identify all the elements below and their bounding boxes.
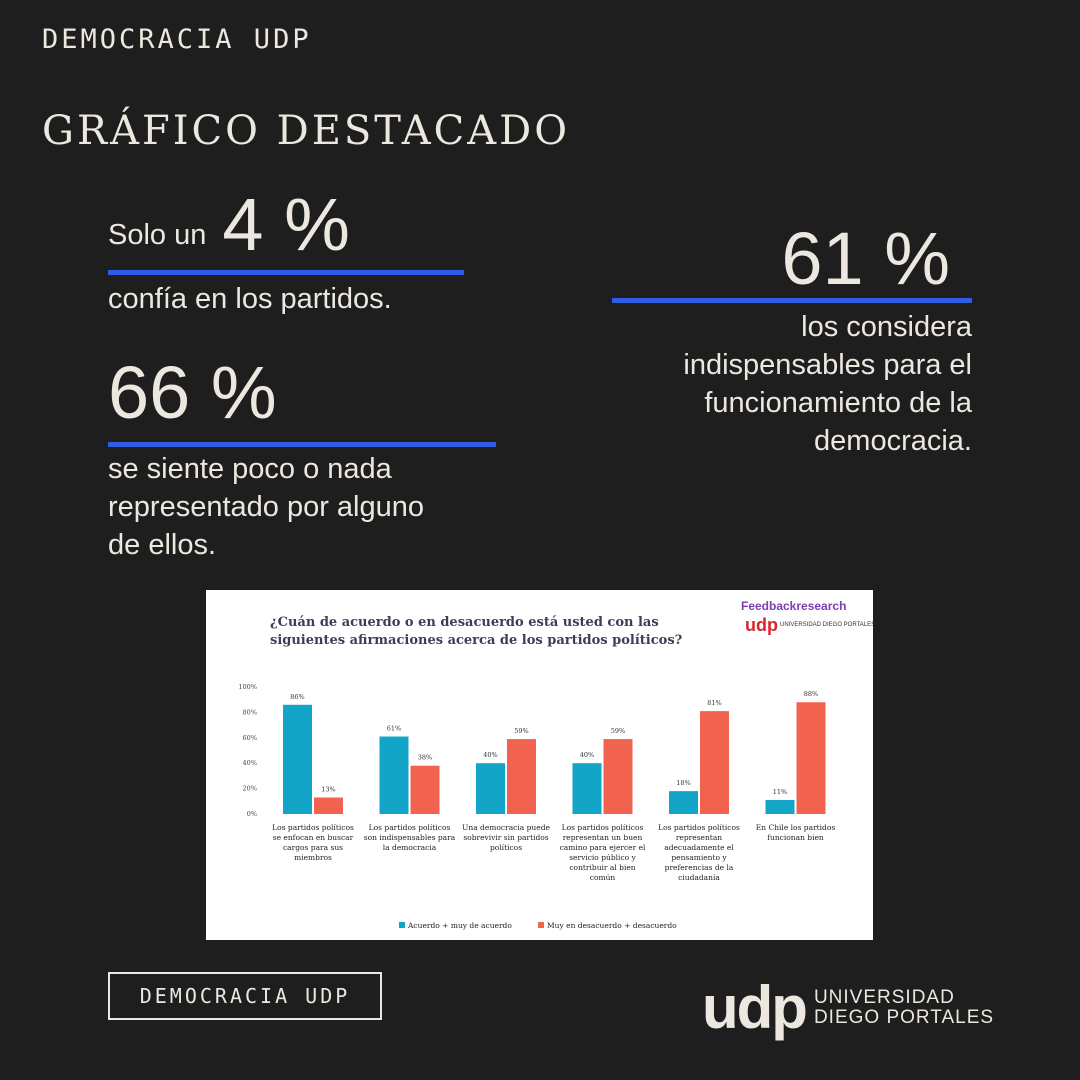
data-label: 40%: [483, 751, 497, 759]
stat-representation-line: se siente poco o nada: [108, 453, 392, 485]
bar-chart: ¿Cuán de acuerdo o en desacuerdo está us…: [238, 599, 873, 930]
stat-indispensable: 61 % los considera indispensables para e…: [612, 222, 972, 472]
udp-logo-name: UNIVERSIDAD DIEGO PORTALES: [814, 988, 994, 1028]
bar-agree: [283, 704, 312, 814]
udp-chart-logo-text: UNIVERSIDAD DIEGO PORTALES: [780, 622, 873, 628]
bar-disagree: [314, 797, 343, 814]
data-label: 40%: [580, 751, 594, 759]
data-label: 59%: [514, 727, 528, 735]
category-label: representan: [676, 833, 722, 842]
category-label: representan un buen: [563, 833, 643, 842]
category-label: Los partidos políticos: [658, 823, 740, 832]
stat-indispensable-line: democracia.: [814, 425, 972, 457]
category-label: ciudadanía: [678, 873, 720, 882]
chart-title-line: ¿Cuán de acuerdo o en desacuerdo está us…: [270, 615, 659, 630]
category-label: común: [590, 873, 616, 882]
stat-representation: 66 % se siente poco o nada representado …: [108, 356, 528, 576]
category-label: contribuir al bien: [569, 863, 635, 872]
stat-representation-value: 66 %: [108, 351, 277, 434]
category-label: pensamiento y: [671, 853, 727, 862]
data-label: 61%: [387, 725, 401, 733]
bar-agree: [669, 791, 698, 814]
legend-swatch: [538, 922, 544, 928]
legend-swatch: [399, 922, 405, 928]
y-tick-label: 80%: [243, 708, 257, 716]
category-label: la democracia: [383, 843, 437, 852]
category-label: adecuadamente el: [664, 843, 734, 852]
bar-disagree: [410, 765, 440, 814]
y-tick-label: 0%: [247, 810, 257, 818]
stat-trust-prefix: Solo un: [108, 219, 207, 251]
bar-disagree: [603, 739, 633, 814]
category-label: Los partidos políticos: [272, 823, 354, 832]
stat-trust-text: confía en los partidos.: [108, 283, 392, 315]
legend-label: Muy en desacuerdo + desacuerdo: [547, 921, 677, 930]
bar-agree: [572, 763, 602, 814]
stat-trust: Solo un 4 % confía en los partidos.: [108, 188, 468, 318]
data-label: 38%: [418, 754, 432, 762]
y-tick-label: 100%: [238, 683, 257, 691]
category-label: camino para ejercer el: [560, 843, 646, 852]
category-label: Una democracia puede: [462, 823, 550, 832]
legend-label: Acuerdo + muy de acuerdo: [407, 921, 512, 930]
chart-title-line: siguientes afirmaciones acerca de los pa…: [270, 633, 683, 648]
bar-disagree: [507, 739, 536, 814]
section-title: GRÁFICO DESTACADO: [42, 108, 571, 154]
udp-logo-mark: udp: [702, 974, 808, 1041]
stat-trust-underline: [108, 270, 464, 275]
category-label: servicio público y: [569, 853, 636, 862]
category-label: se enfocan en buscar: [273, 833, 354, 842]
category-label: cargos para sus: [283, 843, 343, 852]
feedbackresearch-logo: Feedbackresearch: [741, 599, 846, 613]
y-tick-label: 20%: [243, 785, 257, 793]
bar-agree: [765, 800, 795, 814]
stat-representation-underline: [108, 442, 496, 447]
category-label: preferencias de la: [665, 863, 734, 872]
bar-agree: [379, 736, 409, 814]
udp-chart-logo: udp: [745, 615, 778, 635]
udp-logo-line: DIEGO PORTALES: [813, 1007, 995, 1028]
category-label: sobrevivir sin partidos: [463, 833, 548, 842]
bar-disagree: [796, 702, 826, 814]
stat-indispensable-value: 61 %: [781, 217, 950, 300]
stat-indispensable-line: los considera: [801, 311, 972, 343]
category-label: miembros: [294, 853, 332, 862]
stat-representation-line: representado por alguno: [108, 491, 425, 523]
y-tick-label: 40%: [243, 759, 257, 767]
footer-brand-box: DEMOCRACIA UDP: [108, 972, 382, 1020]
y-tick-label: 60%: [243, 734, 257, 742]
data-label: 88%: [804, 690, 818, 698]
data-label: 13%: [321, 785, 335, 793]
bar-disagree: [700, 711, 729, 814]
stat-trust-value: 4 %: [222, 183, 350, 266]
category-label: En Chile los partidos: [756, 823, 836, 832]
data-label: 81%: [707, 699, 721, 707]
chart-card: ¿Cuán de acuerdo o en desacuerdo está us…: [206, 590, 873, 940]
stat-indispensable-line: indispensables para el: [683, 349, 972, 381]
data-label: 11%: [773, 788, 787, 796]
stat-indispensable-line: funcionamiento de la: [704, 387, 972, 419]
udp-logo: udp UNIVERSIDAD DIEGO PORTALES: [702, 978, 994, 1038]
bar-agree: [476, 763, 505, 814]
data-label: 59%: [611, 727, 625, 735]
data-label: 86%: [290, 693, 304, 701]
category-label: Los partidos políticos: [562, 823, 644, 832]
stat-representation-line: de ellos.: [108, 529, 217, 561]
category-label: son indispensables para: [364, 833, 456, 842]
udp-logo-line: UNIVERSIDAD: [813, 987, 955, 1008]
stat-indispensable-underline: [612, 298, 972, 303]
data-label: 18%: [676, 779, 690, 787]
category-label: funcionan bien: [767, 833, 824, 842]
category-label: políticos: [490, 843, 522, 852]
brand-label: DEMOCRACIA UDP: [42, 24, 312, 55]
category-label: Los partidos políticos: [369, 823, 451, 832]
